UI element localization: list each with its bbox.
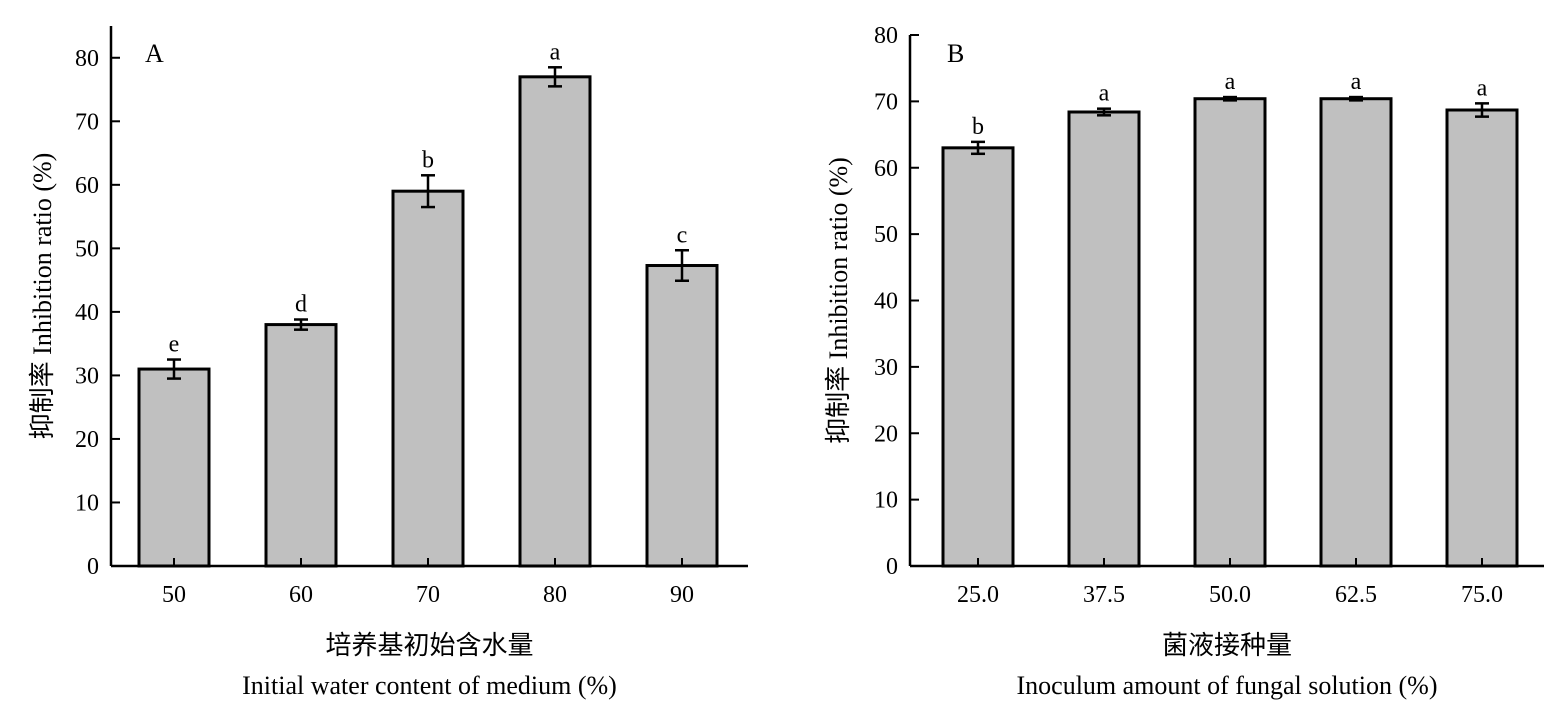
y-tick-label: 10 [874, 488, 898, 514]
x-tick-label: 50 [162, 582, 186, 608]
x-tick-label: 60 [289, 582, 313, 608]
panel-label: A [145, 39, 164, 68]
bar [137, 367, 211, 568]
y-tick-label: 30 [75, 363, 99, 389]
significance-label: a [1351, 69, 1362, 95]
y-tick-label: 80 [75, 46, 99, 72]
y-tick-label: 20 [874, 421, 898, 447]
x-axis-label-cn: 培养基初始含水量 [325, 631, 533, 660]
y-axis-label: 抑制率 Inhibition ratio (%) [28, 153, 57, 440]
panel-label: B [947, 39, 964, 68]
significance-label: b [422, 147, 434, 173]
y-tick-label: 30 [874, 355, 898, 381]
significance-label: a [550, 39, 561, 65]
bar [645, 264, 719, 568]
x-tick-label: 75.0 [1461, 582, 1503, 608]
y-tick-label: 40 [75, 300, 99, 326]
y-tick-label: 60 [75, 173, 99, 199]
x-tick-label: 50.0 [1209, 582, 1251, 608]
bar [264, 323, 338, 568]
y-tick-label: 70 [874, 89, 898, 115]
x-tick-label: 70 [416, 582, 440, 608]
bar [1067, 110, 1141, 568]
y-tick-label: 60 [874, 156, 898, 182]
bar [518, 75, 592, 568]
x-axis-label-en: Initial water content of medium (%) [242, 671, 617, 700]
significance-label: a [1099, 81, 1110, 107]
bar [1193, 97, 1267, 568]
x-tick-label: 90 [670, 582, 694, 608]
y-tick-label: 70 [75, 109, 99, 135]
x-tick-label: 62.5 [1335, 582, 1377, 608]
y-tick-label: 20 [75, 427, 99, 453]
chart-panel-b: b 25.0 a 37.5 a 50.0 a 62.5 a 75.0 0 10 20 30 40 50 60 70… [824, 23, 1544, 700]
significance-label: d [295, 292, 307, 318]
y-tick-label: 40 [874, 289, 898, 315]
bar [391, 189, 465, 568]
significance-label: e [169, 332, 180, 358]
significance-label: b [972, 114, 984, 140]
x-tick-label: 37.5 [1083, 582, 1125, 608]
significance-label: a [1477, 75, 1488, 101]
x-axis-label-cn: 菌液接种量 [1162, 631, 1292, 660]
y-tick-label: 0 [87, 554, 99, 580]
y-tick-label: 50 [874, 222, 898, 248]
x-axis-label-en: Inoculum amount of fungal solution (%) [1017, 671, 1438, 700]
y-tick-label: 0 [886, 554, 898, 580]
y-axis-label: 抑制率 Inhibition ratio (%) [824, 157, 853, 444]
y-tick-label: 10 [75, 490, 99, 516]
significance-label: c [677, 222, 688, 248]
bar [1319, 97, 1393, 568]
y-tick-label: 50 [75, 236, 99, 262]
x-tick-label: 25.0 [957, 582, 999, 608]
y-tick-label: 80 [874, 23, 898, 49]
significance-label: a [1225, 69, 1236, 95]
bar [941, 146, 1015, 568]
x-tick-label: 80 [543, 582, 567, 608]
bar [1445, 108, 1519, 568]
chart-panel-a: e 50 d 60 b 70 a 80 c 90 0 10 20 30 40 50 60 70 80 A 抑制率 Inh… [28, 26, 748, 700]
